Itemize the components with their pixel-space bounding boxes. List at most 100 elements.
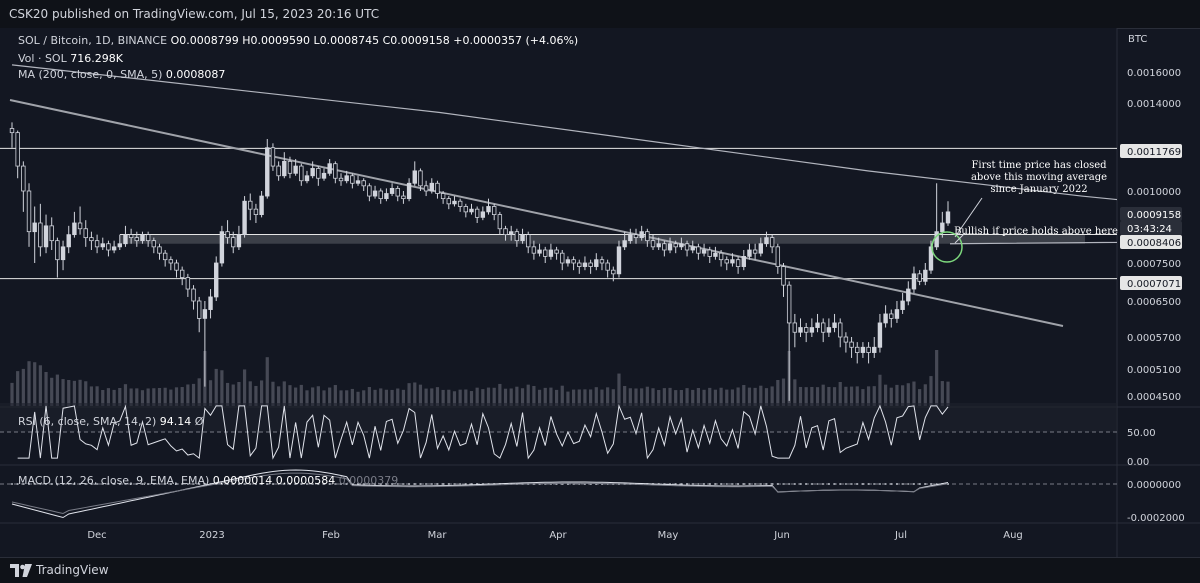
candle-body xyxy=(906,288,911,302)
volume-bar xyxy=(316,386,320,406)
chart-background xyxy=(0,28,1117,557)
macd-histogram-bar xyxy=(254,483,257,485)
volume-bar xyxy=(237,382,241,406)
price-tick-label: 0.0005100 xyxy=(1127,365,1181,376)
volume-bar xyxy=(730,389,735,406)
candle-body xyxy=(486,206,491,213)
price-tag-bg xyxy=(1120,235,1182,249)
volume-bar xyxy=(481,389,485,406)
volume-bar xyxy=(503,388,508,406)
annotation-arrow xyxy=(954,232,966,244)
macd-histogram-bar xyxy=(799,483,802,485)
macd-histogram-bar xyxy=(266,483,269,485)
candle-body xyxy=(21,165,26,192)
candle-body xyxy=(401,195,406,200)
macd-histogram-bar xyxy=(442,483,445,485)
candle-body xyxy=(821,322,826,333)
volume-bar xyxy=(27,361,31,406)
volume-bar xyxy=(866,386,871,406)
volume-bar xyxy=(929,376,933,406)
candle-body xyxy=(809,327,815,333)
candle-body xyxy=(560,252,565,264)
volume-bar xyxy=(679,390,683,406)
brand-name: TradingView xyxy=(36,563,109,577)
volume-bar xyxy=(946,381,950,406)
candle-body xyxy=(321,172,327,179)
volume-bar xyxy=(537,389,542,406)
macd-histogram-bar xyxy=(147,483,150,485)
macd-histogram-bar xyxy=(884,483,887,485)
candle-body xyxy=(667,243,673,251)
macd-histogram-bar xyxy=(578,483,581,485)
price-tag-label: 0.0007071 xyxy=(1127,279,1181,290)
volume-bar xyxy=(424,388,428,406)
volume-bar xyxy=(759,385,763,406)
volume-bar xyxy=(254,385,258,406)
candle-body xyxy=(66,234,71,248)
volume-bar xyxy=(793,379,797,406)
volume-bar xyxy=(696,388,700,406)
candle-body xyxy=(775,246,781,267)
macd-histogram-bar xyxy=(754,483,757,485)
volume-bar xyxy=(260,380,264,406)
candle-body xyxy=(792,322,798,333)
macd-histogram-bar xyxy=(232,483,235,485)
candle-body xyxy=(752,249,758,254)
volume-bar xyxy=(901,385,905,406)
volume-bar xyxy=(248,381,252,406)
macd-histogram-bar xyxy=(742,483,745,485)
macd-histogram-bar xyxy=(328,483,331,485)
candle-body xyxy=(355,180,361,184)
volume-bar xyxy=(849,386,854,406)
candle-body xyxy=(917,273,922,282)
macd-histogram-bar xyxy=(453,483,456,485)
volume-bar xyxy=(333,385,337,406)
macd-histogram-bar xyxy=(776,483,779,485)
macd-histogram-bar xyxy=(425,483,428,485)
rsi-extra: Ø xyxy=(194,415,204,428)
volume-bar xyxy=(305,390,309,406)
time-tick-label: Apr xyxy=(549,530,567,541)
macd-histogram-bar xyxy=(249,483,252,485)
candle-body xyxy=(60,246,66,261)
candle-body xyxy=(435,182,440,194)
macd-histogram-bar xyxy=(124,483,127,485)
annotation-text: Bullish if price holds above here xyxy=(954,226,1118,237)
macd-histogram-bar xyxy=(198,483,201,485)
candle-body xyxy=(350,175,355,184)
macd-histogram-bar xyxy=(589,483,592,485)
volume-bar xyxy=(526,384,530,406)
candle-body xyxy=(605,262,610,271)
candle-body xyxy=(219,231,225,264)
volume-bar xyxy=(112,389,116,406)
price-tick-label: 0.0010000 xyxy=(1127,187,1181,198)
volume-bar xyxy=(475,387,479,406)
macd-value-1: 0.0000014 xyxy=(212,474,273,487)
macd-tick-label: 0.0000000 xyxy=(1127,480,1181,491)
volume-bar xyxy=(668,387,672,406)
volume-bar xyxy=(515,386,519,406)
macd-histogram-bar xyxy=(243,483,246,485)
candle-body xyxy=(43,225,49,248)
candle-body xyxy=(253,208,259,216)
volume-bar xyxy=(458,389,462,406)
macd-label: MACD (12, 26, close, 9, EMA, EMA) xyxy=(18,474,210,487)
ma200-line xyxy=(11,64,1117,245)
macd-histogram-bar xyxy=(771,483,774,485)
candle-body xyxy=(537,249,542,254)
candle-body xyxy=(423,185,429,192)
price-tick-label: 0.0005700 xyxy=(1127,333,1181,344)
volume-bar xyxy=(146,388,150,406)
rsi-label: RSI (6, close, SMA, 14, 2) xyxy=(18,415,157,428)
candle-body xyxy=(9,128,15,134)
volume-bar xyxy=(589,389,593,406)
volume-bar xyxy=(16,371,20,406)
candle-body xyxy=(49,225,54,242)
macd-histogram-bar xyxy=(374,483,377,485)
rsi-line xyxy=(17,404,949,460)
macd-histogram-bar xyxy=(839,483,842,485)
volume-bar xyxy=(197,378,201,406)
volume-bar xyxy=(640,388,644,406)
macd-histogram-bar xyxy=(45,483,48,485)
